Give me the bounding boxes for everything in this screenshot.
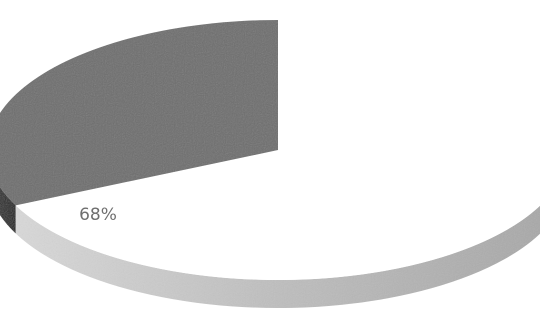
- pie-slice-side-1: [0, 186, 16, 234]
- pie-slice-0: [15, 20, 540, 280]
- pie-slice-label-0: 68%: [79, 205, 117, 225]
- pie-slice-1: [0, 20, 278, 206]
- pie-slice-side-0: [15, 205, 540, 308]
